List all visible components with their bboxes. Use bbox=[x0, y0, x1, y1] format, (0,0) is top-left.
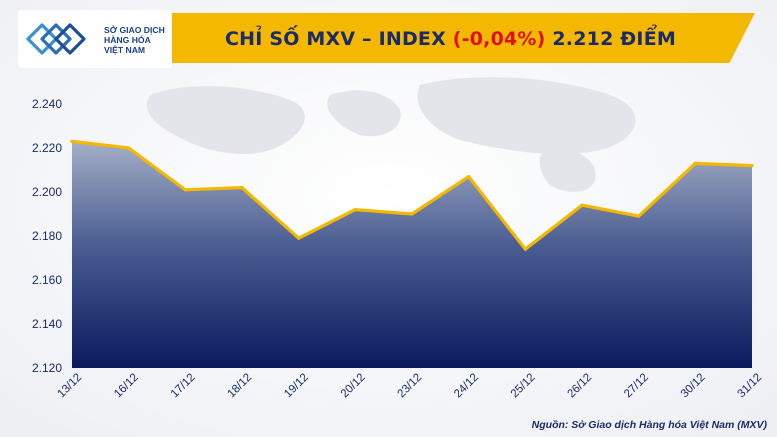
data-point bbox=[410, 212, 414, 216]
change-percent: (-0,04%) bbox=[452, 28, 546, 50]
data-point bbox=[353, 208, 357, 212]
y-tick-label: 2.220 bbox=[32, 141, 62, 155]
mxv-logo-icon bbox=[26, 23, 86, 55]
logo: SỞ GIAO DỊCH HÀNG HÓA VIỆT NAM bbox=[18, 10, 172, 68]
data-point bbox=[70, 139, 74, 143]
data-point bbox=[240, 186, 244, 190]
data-point bbox=[467, 175, 471, 179]
data-point bbox=[580, 203, 584, 207]
data-point bbox=[750, 164, 754, 168]
index-value: 2.212 ĐIỂM bbox=[552, 28, 676, 50]
y-axis: 2.120 2.140 2.160 2.180 2.200 2.220 2.240 bbox=[32, 97, 62, 375]
chart-title: CHỈ SỐ MXV – INDEX (-0,04%) 2.212 ĐIỂM bbox=[225, 24, 676, 54]
data-point bbox=[297, 236, 301, 240]
logo-line-3: VIỆT NAM bbox=[104, 45, 146, 55]
logo-line-1: SỞ GIAO DỊCH bbox=[104, 25, 165, 35]
data-point bbox=[637, 214, 641, 218]
y-tick-label: 2.180 bbox=[32, 229, 62, 243]
y-tick-label: 2.160 bbox=[32, 273, 62, 287]
data-point bbox=[183, 188, 187, 192]
area-fill bbox=[72, 141, 752, 368]
y-tick-label: 2.240 bbox=[32, 97, 62, 111]
title-prefix: CHỈ SỐ MXV – INDEX bbox=[225, 28, 446, 50]
data-points bbox=[70, 139, 754, 251]
y-tick-label: 2.140 bbox=[32, 317, 62, 331]
header-band bbox=[115, 13, 755, 63]
source-note: Nguồn: Sở Giao dịch Hàng hóa Việt Nam (M… bbox=[531, 419, 767, 431]
data-point bbox=[693, 161, 697, 165]
logo-line-2: HÀNG HÓA bbox=[104, 35, 151, 45]
y-tick-label: 2.200 bbox=[32, 185, 62, 199]
y-tick-label: 2.120 bbox=[32, 361, 62, 375]
world-map-watermark bbox=[146, 77, 636, 192]
logo-text: SỞ GIAO DỊCH HÀNG HÓA VIỆT NAM bbox=[104, 25, 184, 55]
data-point bbox=[127, 146, 131, 150]
data-point bbox=[523, 247, 527, 251]
